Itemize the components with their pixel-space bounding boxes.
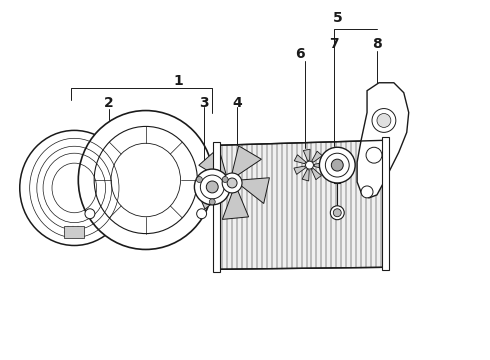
Circle shape <box>372 109 396 132</box>
Polygon shape <box>218 140 384 269</box>
Text: 8: 8 <box>372 37 382 51</box>
Ellipse shape <box>20 130 129 246</box>
Text: 6: 6 <box>295 47 304 61</box>
Text: 5: 5 <box>332 11 342 25</box>
Text: 7: 7 <box>329 37 339 51</box>
Polygon shape <box>294 166 305 174</box>
Polygon shape <box>232 146 261 175</box>
Circle shape <box>222 173 242 193</box>
Circle shape <box>366 147 382 163</box>
Ellipse shape <box>94 126 197 234</box>
Text: 2: 2 <box>104 96 114 109</box>
Text: 1: 1 <box>173 74 183 88</box>
Polygon shape <box>302 170 309 181</box>
Circle shape <box>209 199 215 205</box>
Circle shape <box>200 175 224 199</box>
Polygon shape <box>195 185 226 209</box>
Circle shape <box>330 206 344 220</box>
Text: 4: 4 <box>232 96 242 109</box>
Polygon shape <box>294 155 306 164</box>
Circle shape <box>331 159 343 171</box>
Polygon shape <box>222 191 248 219</box>
Circle shape <box>227 178 237 188</box>
Polygon shape <box>242 178 270 203</box>
Bar <box>213 142 220 272</box>
Circle shape <box>196 209 207 219</box>
Circle shape <box>377 113 391 127</box>
Bar <box>64 226 84 238</box>
Circle shape <box>222 176 228 183</box>
Circle shape <box>306 161 314 169</box>
Circle shape <box>195 169 230 205</box>
Circle shape <box>361 186 373 198</box>
Circle shape <box>85 209 95 219</box>
Ellipse shape <box>78 111 213 249</box>
Circle shape <box>319 147 355 183</box>
Polygon shape <box>357 83 409 198</box>
Polygon shape <box>314 162 325 169</box>
Circle shape <box>333 209 341 217</box>
Polygon shape <box>303 149 310 161</box>
Bar <box>382 137 389 270</box>
Circle shape <box>196 176 202 183</box>
Polygon shape <box>312 151 322 162</box>
Text: 3: 3 <box>199 96 209 109</box>
Polygon shape <box>199 148 226 180</box>
Circle shape <box>325 153 349 177</box>
Polygon shape <box>312 168 321 180</box>
Circle shape <box>206 181 218 193</box>
Ellipse shape <box>111 143 180 217</box>
